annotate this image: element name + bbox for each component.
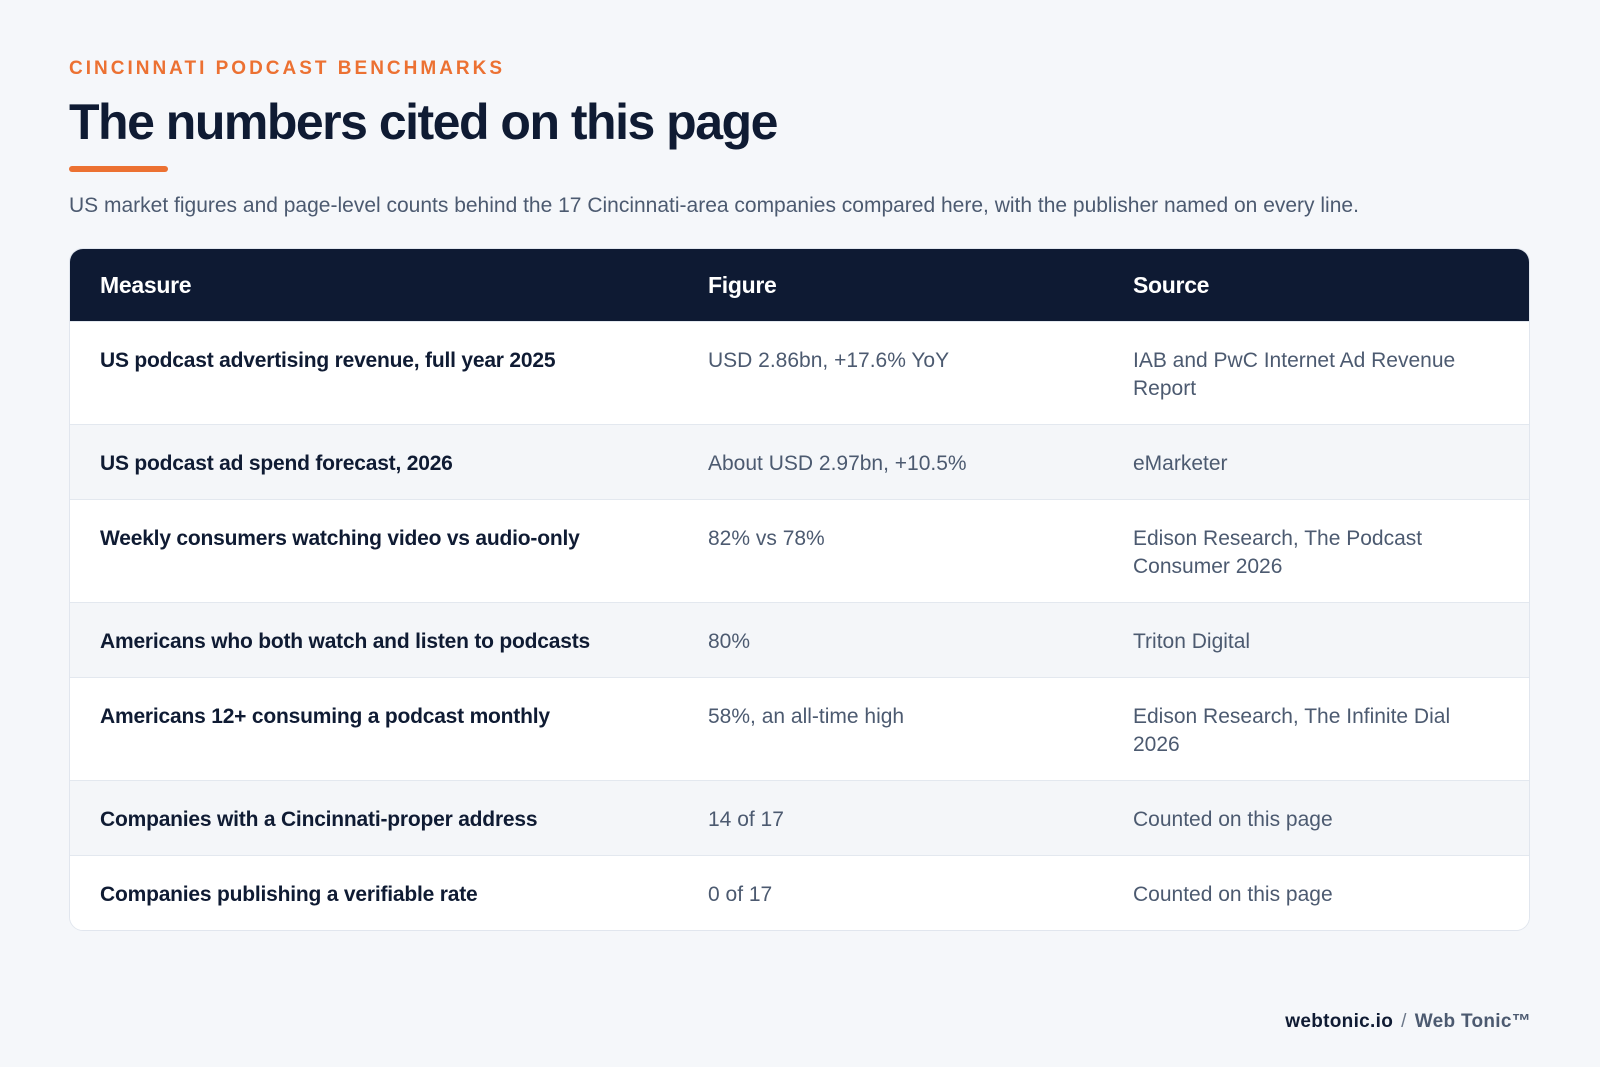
figure-cell: 14 of 17 xyxy=(678,780,1103,856)
table-row: Americans who both watch and listen to p… xyxy=(70,602,1529,678)
source-cell: Counted on this page xyxy=(1103,780,1529,856)
eyebrow-label: CINCINNATI PODCAST BENCHMARKS xyxy=(69,58,506,79)
figure-cell: About USD 2.97bn, +10.5% xyxy=(678,424,1103,500)
figure-cell: 0 of 17 xyxy=(678,855,1103,930)
source-cell: Counted on this page xyxy=(1103,855,1529,930)
page-title: The numbers cited on this page xyxy=(69,94,778,150)
measure-cell: Weekly consumers watching video vs audio… xyxy=(70,499,678,603)
table-row: Weekly consumers watching video vs audio… xyxy=(70,499,1529,603)
figure-cell: 58%, an all-time high xyxy=(678,677,1103,781)
page-subtitle: US market figures and page-level counts … xyxy=(69,194,1359,217)
table-row: US podcast ad spend forecast, 2026 About… xyxy=(70,424,1529,500)
benchmarks-table: Measure Figure Source US podcast adverti… xyxy=(70,249,1529,930)
footer-domain: webtonic.io xyxy=(1285,1011,1394,1032)
figure-cell: 80% xyxy=(678,602,1103,678)
table-row: US podcast advertising revenue, full yea… xyxy=(70,321,1529,425)
table-row: Companies publishing a verifiable rate 0… xyxy=(70,855,1529,930)
measure-cell: US podcast ad spend forecast, 2026 xyxy=(70,424,678,500)
figure-cell: 82% vs 78% xyxy=(678,499,1103,603)
measure-cell: Americans 12+ consuming a podcast monthl… xyxy=(70,677,678,781)
measure-cell: Companies publishing a verifiable rate xyxy=(70,855,678,930)
column-header-source: Source xyxy=(1103,249,1529,322)
table-row: Companies with a Cincinnati-proper addre… xyxy=(70,780,1529,856)
footer-credit: webtonic.io / Web Tonic™ xyxy=(1285,1011,1531,1033)
source-cell: Edison Research, The Podcast Consumer 20… xyxy=(1103,499,1529,603)
source-cell: Triton Digital xyxy=(1103,602,1529,678)
title-accent-bar xyxy=(69,166,168,172)
table-row: Americans 12+ consuming a podcast monthl… xyxy=(70,677,1529,781)
source-cell: Edison Research, The Infinite Dial 2026 xyxy=(1103,677,1529,781)
column-header-measure: Measure xyxy=(70,249,678,322)
source-cell: IAB and PwC Internet Ad Revenue Report xyxy=(1103,321,1529,425)
measure-cell: Americans who both watch and listen to p… xyxy=(70,602,678,678)
measure-cell: Companies with a Cincinnati-proper addre… xyxy=(70,780,678,856)
benchmarks-table-card: Measure Figure Source US podcast adverti… xyxy=(69,248,1530,931)
column-header-figure: Figure xyxy=(678,249,1103,322)
footer-separator: / xyxy=(1401,1011,1407,1032)
table-header-row: Measure Figure Source xyxy=(70,249,1529,322)
figure-cell: USD 2.86bn, +17.6% YoY xyxy=(678,321,1103,425)
source-cell: eMarketer xyxy=(1103,424,1529,500)
measure-cell: US podcast advertising revenue, full yea… xyxy=(70,321,678,425)
footer-brand: Web Tonic™ xyxy=(1414,1011,1531,1032)
